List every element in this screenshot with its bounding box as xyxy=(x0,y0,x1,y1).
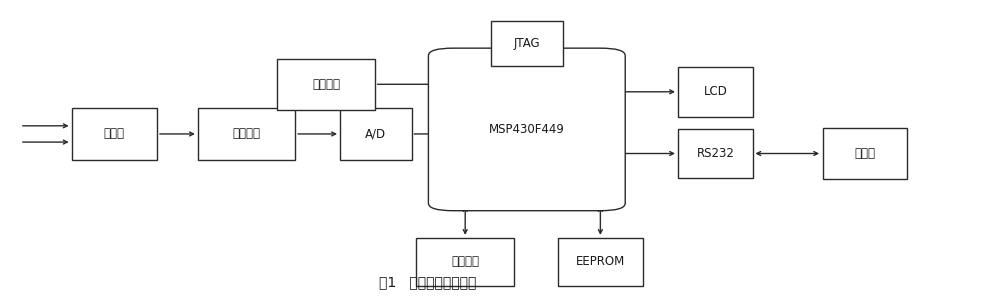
Text: A/D: A/D xyxy=(365,127,387,141)
Bar xyxy=(416,238,514,286)
Text: 按键输入: 按键输入 xyxy=(312,78,340,91)
Text: 图1   检测装置系统框图: 图1 检测装置系统框图 xyxy=(379,275,476,289)
Text: 模拟量: 模拟量 xyxy=(103,127,125,141)
Bar xyxy=(823,128,908,179)
Bar xyxy=(73,108,157,160)
Bar xyxy=(198,108,295,160)
Text: LCD: LCD xyxy=(704,85,728,98)
Bar xyxy=(277,59,375,110)
Text: 电源管理: 电源管理 xyxy=(451,255,479,268)
Bar xyxy=(678,67,753,117)
Text: 上位机: 上位机 xyxy=(854,147,876,160)
Bar xyxy=(340,108,412,160)
FancyBboxPatch shape xyxy=(428,48,625,211)
Bar xyxy=(491,21,563,66)
Text: EEPROM: EEPROM xyxy=(576,255,625,268)
Bar xyxy=(559,238,643,286)
Bar xyxy=(678,129,753,178)
Text: 信号调理: 信号调理 xyxy=(233,127,260,141)
Text: JTAG: JTAG xyxy=(514,37,540,50)
Text: RS232: RS232 xyxy=(697,147,735,160)
Text: MSP430F449: MSP430F449 xyxy=(489,123,565,136)
